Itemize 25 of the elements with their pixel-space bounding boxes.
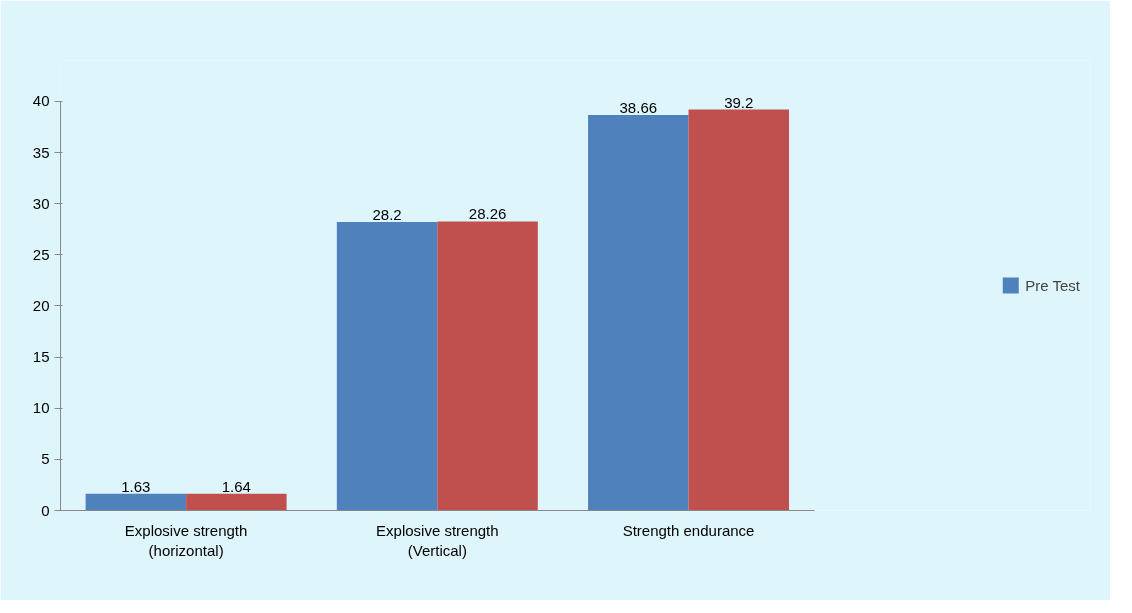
x-tick-label: Explosive strength (horizontal): [124, 521, 248, 559]
y-tick-label: 15: [32, 348, 50, 366]
legend-label: Pre Test: [1025, 276, 1080, 294]
y-tick-label: 20: [32, 296, 50, 314]
y-tick-label: 10: [32, 399, 50, 417]
data-label: 38.66: [619, 99, 658, 117]
y-tick-label: 25: [32, 245, 50, 263]
data-label: 1.64: [221, 477, 251, 495]
y-tick-label: 30: [32, 194, 50, 212]
bar: [336, 222, 438, 511]
bar: [186, 493, 287, 511]
x-tick-label: Strength endurance: [622, 521, 755, 539]
y-tick-label: 0: [41, 501, 50, 519]
y-tick-label: 40: [32, 92, 50, 110]
bar: [85, 493, 187, 511]
data-label: 28.26: [468, 205, 507, 223]
y-tick-label: 35: [32, 143, 50, 161]
data-label: 1.63: [121, 477, 151, 495]
x-tick-label: Explosive strength (Vertical): [376, 521, 499, 559]
bar: [588, 115, 689, 511]
data-label: 28.2: [372, 206, 402, 224]
data-label: 39.2: [724, 93, 754, 111]
bar: [688, 109, 790, 511]
bar: [437, 221, 538, 511]
y-tick-label: 5: [41, 450, 50, 468]
